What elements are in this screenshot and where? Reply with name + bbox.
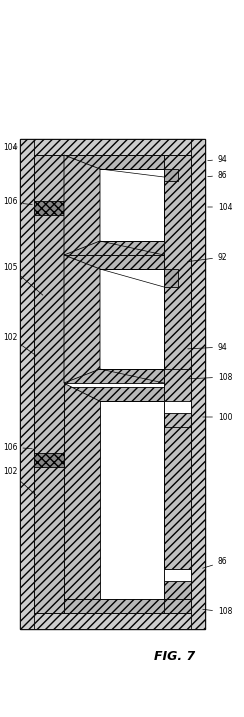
Bar: [64, 169, 164, 241]
Bar: [164, 569, 191, 599]
Text: 105: 105: [3, 262, 43, 295]
Bar: [34, 453, 64, 467]
Bar: [34, 155, 191, 613]
Bar: [34, 155, 64, 613]
Bar: [20, 139, 205, 155]
Text: 108: 108: [203, 607, 232, 617]
Bar: [164, 599, 191, 613]
Text: 94: 94: [188, 343, 228, 351]
Bar: [191, 139, 205, 629]
Bar: [164, 369, 191, 427]
Bar: [164, 569, 191, 581]
Bar: [64, 369, 164, 383]
Text: 86: 86: [203, 558, 228, 568]
Bar: [20, 139, 34, 629]
Text: 106: 106: [3, 442, 32, 452]
Bar: [164, 401, 191, 413]
Text: 108: 108: [188, 373, 232, 381]
Text: 92: 92: [188, 252, 228, 262]
Bar: [64, 599, 191, 613]
Bar: [64, 241, 164, 255]
Text: 86: 86: [208, 171, 228, 179]
Text: FIG. 7: FIG. 7: [154, 650, 196, 663]
Bar: [164, 269, 178, 287]
Bar: [64, 401, 164, 599]
Polygon shape: [64, 255, 100, 383]
Bar: [64, 387, 164, 401]
Text: 106: 106: [3, 197, 32, 206]
Text: 104: 104: [208, 202, 233, 212]
Bar: [64, 155, 164, 169]
Text: 104: 104: [3, 143, 18, 151]
Text: 100: 100: [203, 412, 233, 422]
Bar: [164, 155, 191, 613]
Text: 102: 102: [3, 467, 36, 495]
Text: 102: 102: [3, 333, 36, 356]
Bar: [164, 169, 178, 181]
Bar: [20, 139, 205, 629]
Bar: [64, 269, 164, 369]
Bar: [20, 613, 205, 629]
Polygon shape: [64, 383, 100, 599]
Polygon shape: [64, 155, 100, 255]
Bar: [34, 201, 64, 215]
Text: 94: 94: [208, 154, 228, 163]
Bar: [64, 255, 164, 269]
